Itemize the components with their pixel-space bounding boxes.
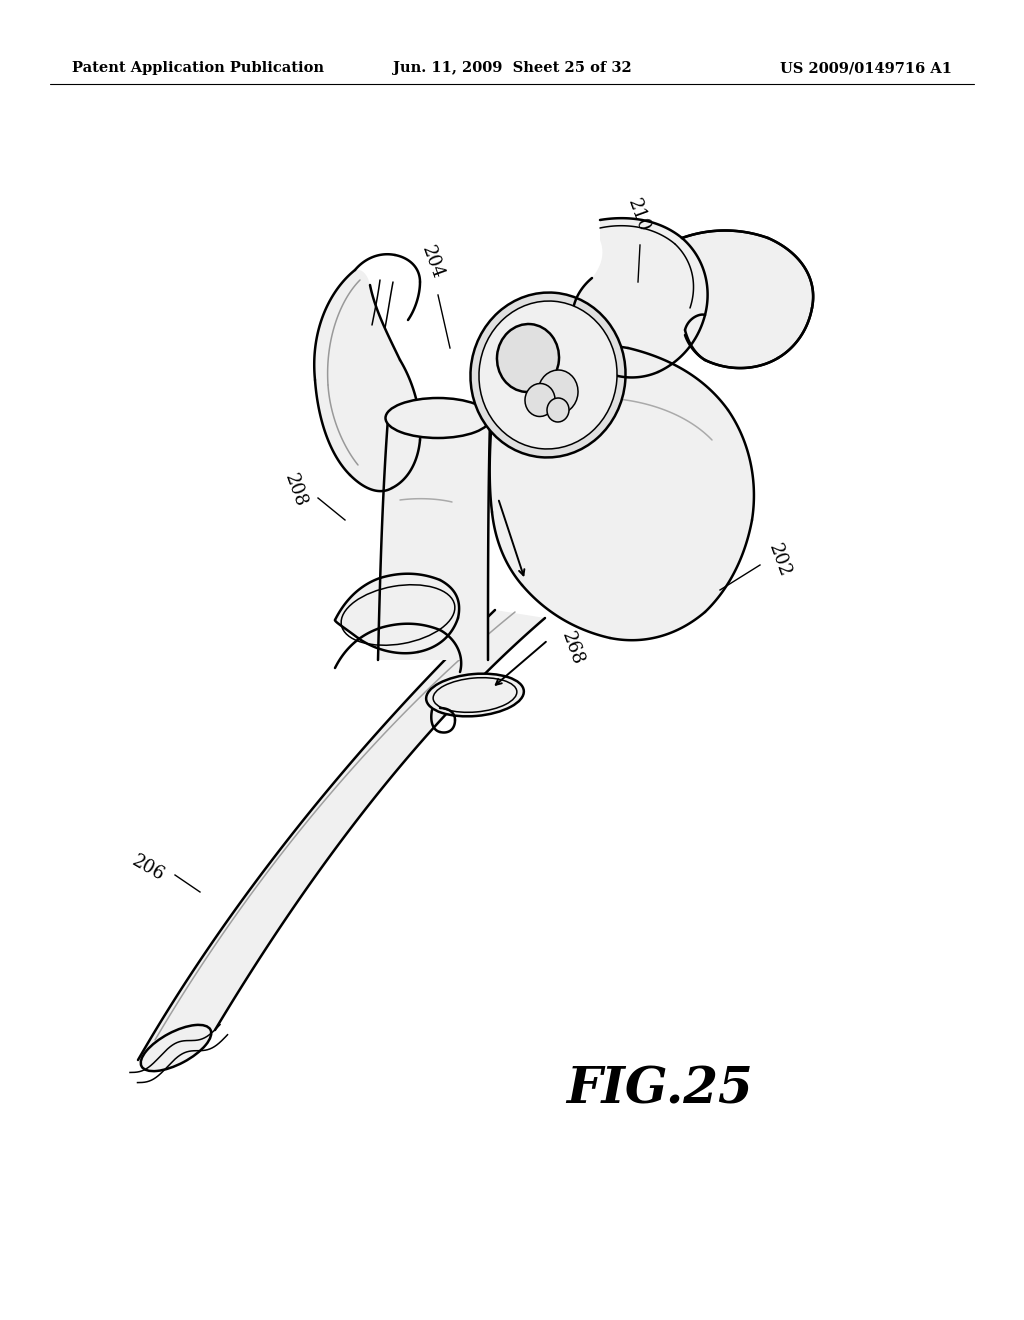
Ellipse shape xyxy=(547,399,569,422)
Polygon shape xyxy=(682,231,813,368)
Ellipse shape xyxy=(470,293,626,458)
Text: 210: 210 xyxy=(624,197,652,235)
Ellipse shape xyxy=(525,384,555,417)
Polygon shape xyxy=(378,418,490,660)
Polygon shape xyxy=(572,218,708,378)
Text: 202: 202 xyxy=(765,541,794,579)
Ellipse shape xyxy=(497,323,559,392)
Text: 206: 206 xyxy=(129,851,168,884)
Text: US 2009/0149716 A1: US 2009/0149716 A1 xyxy=(780,61,952,75)
Text: Patent Application Publication: Patent Application Publication xyxy=(72,61,324,75)
Text: 208: 208 xyxy=(282,471,310,510)
Text: 204: 204 xyxy=(418,244,446,282)
Polygon shape xyxy=(314,269,420,491)
Ellipse shape xyxy=(538,370,578,414)
Ellipse shape xyxy=(385,399,490,438)
Polygon shape xyxy=(138,610,545,1060)
Polygon shape xyxy=(489,345,754,640)
Text: Jun. 11, 2009  Sheet 25 of 32: Jun. 11, 2009 Sheet 25 of 32 xyxy=(392,61,632,75)
Ellipse shape xyxy=(140,1024,211,1071)
Text: 268: 268 xyxy=(558,628,587,667)
Text: FIG.25: FIG.25 xyxy=(566,1065,754,1114)
Ellipse shape xyxy=(479,301,617,449)
Polygon shape xyxy=(335,574,459,653)
Ellipse shape xyxy=(426,673,524,717)
